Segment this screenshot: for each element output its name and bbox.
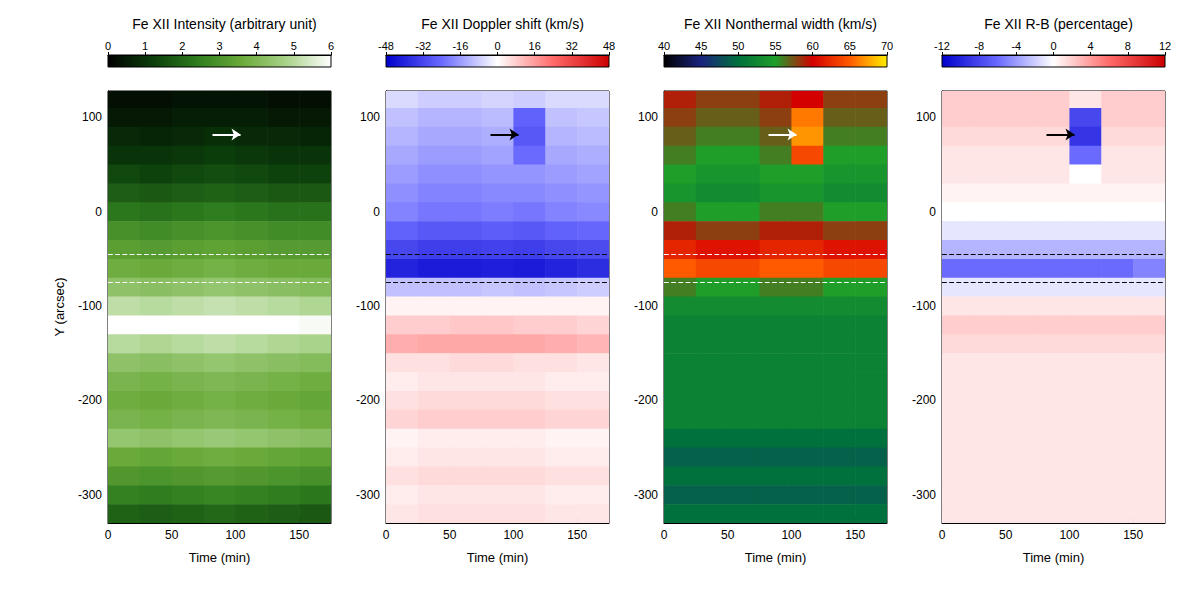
svg-text:-4: -4 xyxy=(1011,40,1021,52)
svg-text:100: 100 xyxy=(82,110,102,124)
svg-text:150: 150 xyxy=(845,528,865,542)
svg-text:-200: -200 xyxy=(634,393,658,407)
svg-text:100: 100 xyxy=(225,528,245,542)
svg-text:0: 0 xyxy=(105,528,112,542)
svg-text:6: 6 xyxy=(328,40,334,52)
svg-text:0: 0 xyxy=(383,528,390,542)
svg-text:Fe XII Nonthermal width (km/s): Fe XII Nonthermal width (km/s) xyxy=(684,16,877,32)
svg-text:-12: -12 xyxy=(934,40,950,52)
svg-text:70: 70 xyxy=(881,40,893,52)
svg-text:-300: -300 xyxy=(78,488,102,502)
svg-text:50: 50 xyxy=(999,528,1013,542)
svg-text:50: 50 xyxy=(165,528,179,542)
svg-text:1: 1 xyxy=(142,40,148,52)
svg-text:8: 8 xyxy=(1125,40,1131,52)
svg-text:5: 5 xyxy=(291,40,297,52)
svg-text:Fe XII Doppler shift (km/s): Fe XII Doppler shift (km/s) xyxy=(421,16,584,32)
svg-text:Fe XII Intensity (arbitrary un: Fe XII Intensity (arbitrary unit) xyxy=(132,16,316,32)
svg-text:Time (min): Time (min) xyxy=(745,550,807,565)
svg-text:150: 150 xyxy=(567,528,587,542)
svg-text:-100: -100 xyxy=(634,299,658,313)
svg-text:-300: -300 xyxy=(912,488,936,502)
svg-text:100: 100 xyxy=(781,528,801,542)
svg-text:12: 12 xyxy=(1159,40,1171,52)
svg-text:4: 4 xyxy=(254,40,260,52)
svg-text:Time (min): Time (min) xyxy=(189,550,251,565)
svg-text:65: 65 xyxy=(844,40,856,52)
svg-text:150: 150 xyxy=(289,528,309,542)
svg-text:-300: -300 xyxy=(356,488,380,502)
svg-text:-300: -300 xyxy=(634,488,658,502)
svg-text:48: 48 xyxy=(603,40,615,52)
svg-text:100: 100 xyxy=(916,110,936,124)
svg-text:Y (arcsec): Y (arcsec) xyxy=(52,278,67,337)
svg-text:0: 0 xyxy=(651,205,658,219)
svg-text:2: 2 xyxy=(179,40,185,52)
svg-text:40: 40 xyxy=(658,40,670,52)
svg-text:-16: -16 xyxy=(452,40,468,52)
svg-text:-200: -200 xyxy=(78,393,102,407)
svg-text:16: 16 xyxy=(529,40,541,52)
svg-text:-100: -100 xyxy=(912,299,936,313)
svg-text:0: 0 xyxy=(939,528,946,542)
svg-text:32: 32 xyxy=(566,40,578,52)
svg-text:4: 4 xyxy=(1088,40,1094,52)
svg-text:3: 3 xyxy=(216,40,222,52)
svg-text:50: 50 xyxy=(721,528,735,542)
svg-text:50: 50 xyxy=(732,40,744,52)
svg-text:0: 0 xyxy=(95,205,102,219)
svg-text:-100: -100 xyxy=(78,299,102,313)
svg-text:0: 0 xyxy=(373,205,380,219)
svg-text:45: 45 xyxy=(695,40,707,52)
svg-text:-200: -200 xyxy=(356,393,380,407)
svg-text:Time (min): Time (min) xyxy=(467,550,529,565)
svg-text:0: 0 xyxy=(661,528,668,542)
svg-text:50: 50 xyxy=(443,528,457,542)
svg-text:-48: -48 xyxy=(378,40,394,52)
svg-text:0: 0 xyxy=(1050,40,1056,52)
svg-text:150: 150 xyxy=(1123,528,1143,542)
svg-text:0: 0 xyxy=(105,40,111,52)
svg-text:100: 100 xyxy=(1059,528,1079,542)
svg-text:-32: -32 xyxy=(415,40,431,52)
svg-text:0: 0 xyxy=(929,205,936,219)
svg-text:55: 55 xyxy=(769,40,781,52)
svg-text:-8: -8 xyxy=(974,40,984,52)
svg-text:Fe XII R-B (percentage): Fe XII R-B (percentage) xyxy=(984,16,1133,32)
svg-text:60: 60 xyxy=(807,40,819,52)
svg-text:-100: -100 xyxy=(356,299,380,313)
svg-text:Time (min): Time (min) xyxy=(1023,550,1085,565)
svg-text:0: 0 xyxy=(494,40,500,52)
svg-text:100: 100 xyxy=(503,528,523,542)
svg-text:-200: -200 xyxy=(912,393,936,407)
svg-text:100: 100 xyxy=(638,110,658,124)
svg-text:100: 100 xyxy=(360,110,380,124)
